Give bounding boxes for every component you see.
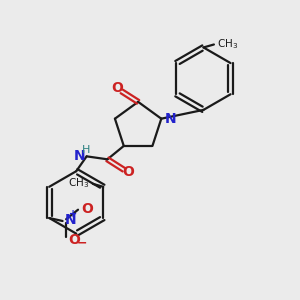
Text: CH$_3$: CH$_3$	[68, 176, 89, 190]
Text: +: +	[69, 209, 77, 219]
Text: −: −	[76, 236, 87, 249]
Text: O: O	[122, 165, 134, 179]
Text: N: N	[65, 212, 76, 226]
Text: O: O	[68, 233, 80, 247]
Text: CH$_3$: CH$_3$	[218, 37, 239, 51]
Text: O: O	[82, 202, 94, 216]
Text: N: N	[74, 149, 85, 163]
Text: O: O	[112, 82, 124, 95]
Text: H: H	[82, 145, 90, 155]
Text: N: N	[165, 112, 176, 126]
